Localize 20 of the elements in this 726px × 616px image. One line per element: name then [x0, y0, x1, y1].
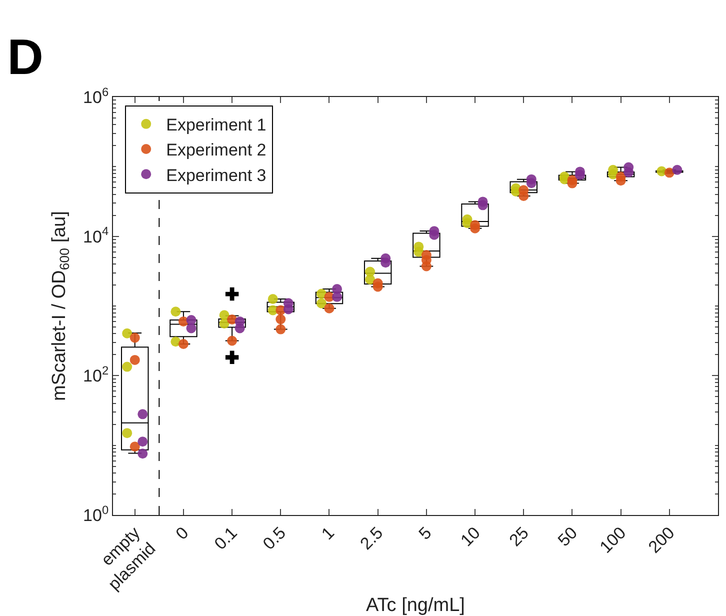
- x-tick-label: 25: [506, 523, 532, 550]
- x-axis-title: ATc [ng/mL]: [366, 595, 465, 616]
- legend-label: Experiment 3: [166, 166, 266, 185]
- legend-label: Experiment 1: [166, 116, 266, 135]
- x-tick-label: 10: [457, 523, 484, 550]
- x-tick-label: 0: [172, 523, 192, 544]
- x-tick-label: 50: [554, 523, 582, 550]
- y-tick-label: 10$^{0}$: [83, 502, 109, 525]
- x-tick-label: 2.5: [356, 523, 387, 554]
- x-tick-label: 200: [644, 523, 678, 557]
- chart-title: D: [7, 28, 44, 85]
- x-tick-label: 1: [318, 523, 338, 544]
- x-tick-label: 0.1: [210, 523, 241, 554]
- y-tick-label: 10$^{2}$: [83, 363, 109, 386]
- y-tick-label: 10$^{4}$: [83, 224, 109, 246]
- x-tick-label: 100: [596, 523, 630, 557]
- x-tick-label: 5: [415, 523, 436, 544]
- y-tick-label: 10$^{6}$: [83, 84, 109, 107]
- x-tick-label: 0.5: [259, 523, 290, 554]
- legend-label: Experiment 2: [166, 140, 266, 160]
